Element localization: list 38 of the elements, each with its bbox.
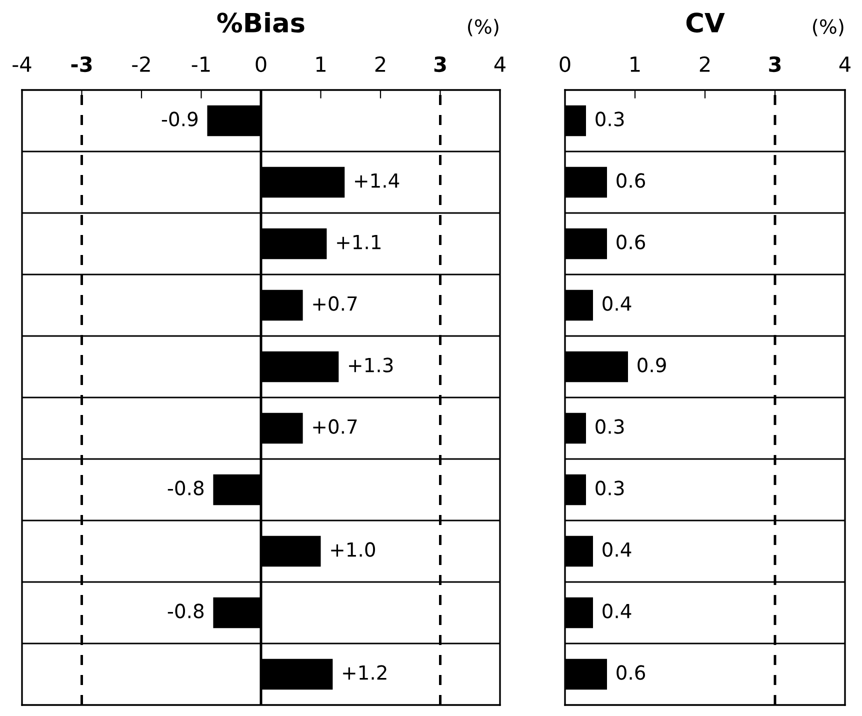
x-tick-label: 2 <box>700 56 710 72</box>
data-label: 0.3 <box>596 480 624 496</box>
data-label: 0.4 <box>602 296 632 311</box>
x-tick-label: 4 <box>839 56 850 72</box>
data-label: -0.9 <box>162 112 198 126</box>
x-tick-label: -2 <box>132 56 150 72</box>
x-tick-label: 3 <box>434 56 446 72</box>
data-label: 0.4 <box>602 604 632 618</box>
x-tick-label: 3 <box>769 56 781 72</box>
x-tick-label: 4 <box>494 56 506 72</box>
x-tick-label: 0 <box>560 56 570 72</box>
data-label: 0.9 <box>638 358 666 372</box>
data-label: +0.7 <box>313 419 357 434</box>
data-label: 0.6 <box>616 665 646 680</box>
data-label: 0.6 <box>616 234 646 250</box>
chart-title: %Bias <box>217 12 304 33</box>
x-tick-label: 2 <box>375 56 386 72</box>
data-label: 0.3 <box>596 419 624 434</box>
data-label: 0.3 <box>596 112 624 126</box>
x-tick-label: 1 <box>316 56 326 72</box>
data-label: +1.2 <box>343 665 386 680</box>
data-label: -0.8 <box>168 604 204 618</box>
x-tick-label: -1 <box>192 56 210 72</box>
x-tick-label: -4 <box>12 56 32 72</box>
data-label: +1.3 <box>349 358 393 372</box>
x-tick-label: 0 <box>256 56 266 72</box>
data-label: +1.4 <box>355 173 400 188</box>
data-label: +0.7 <box>313 296 357 311</box>
data-label: +1.1 <box>337 234 380 250</box>
data-label: -0.8 <box>168 480 204 496</box>
data-label: +1.0 <box>331 542 376 557</box>
x-tick-label: -3 <box>71 56 92 72</box>
x-axis-title: (%) <box>813 18 844 36</box>
x-axis-title: (%) <box>468 18 498 36</box>
data-label: 0.6 <box>616 173 646 188</box>
x-tick-label: 1 <box>630 56 640 72</box>
chart-title: CV <box>686 12 725 33</box>
data-label: 0.4 <box>602 542 632 557</box>
